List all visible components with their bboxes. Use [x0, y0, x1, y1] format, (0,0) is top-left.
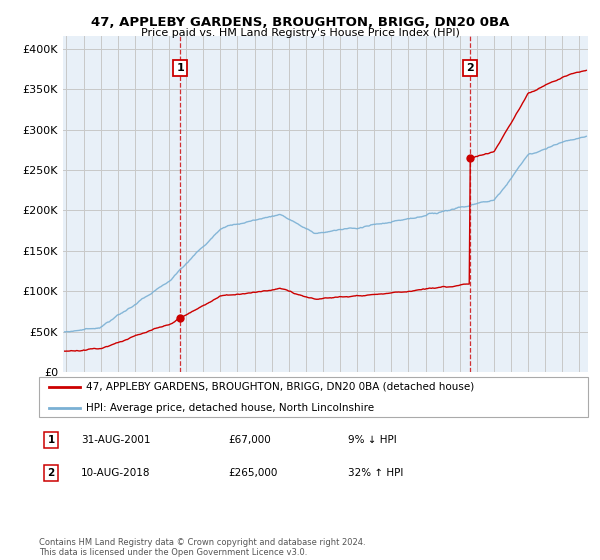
Text: 2: 2: [47, 468, 55, 478]
Text: 2: 2: [466, 63, 474, 73]
Text: 47, APPLEBY GARDENS, BROUGHTON, BRIGG, DN20 0BA (detached house): 47, APPLEBY GARDENS, BROUGHTON, BRIGG, D…: [86, 382, 474, 392]
Text: 31-AUG-2001: 31-AUG-2001: [81, 435, 151, 445]
Text: Contains HM Land Registry data © Crown copyright and database right 2024.
This d: Contains HM Land Registry data © Crown c…: [39, 538, 365, 557]
Text: Price paid vs. HM Land Registry's House Price Index (HPI): Price paid vs. HM Land Registry's House …: [140, 28, 460, 38]
Text: £67,000: £67,000: [228, 435, 271, 445]
Text: 10-AUG-2018: 10-AUG-2018: [81, 468, 151, 478]
Text: 1: 1: [176, 63, 184, 73]
FancyBboxPatch shape: [39, 377, 588, 417]
Text: 47, APPLEBY GARDENS, BROUGHTON, BRIGG, DN20 0BA: 47, APPLEBY GARDENS, BROUGHTON, BRIGG, D…: [91, 16, 509, 29]
Text: 32% ↑ HPI: 32% ↑ HPI: [348, 468, 403, 478]
Text: £265,000: £265,000: [228, 468, 277, 478]
Text: 1: 1: [47, 435, 55, 445]
Text: HPI: Average price, detached house, North Lincolnshire: HPI: Average price, detached house, Nort…: [86, 403, 374, 413]
Text: 9% ↓ HPI: 9% ↓ HPI: [348, 435, 397, 445]
